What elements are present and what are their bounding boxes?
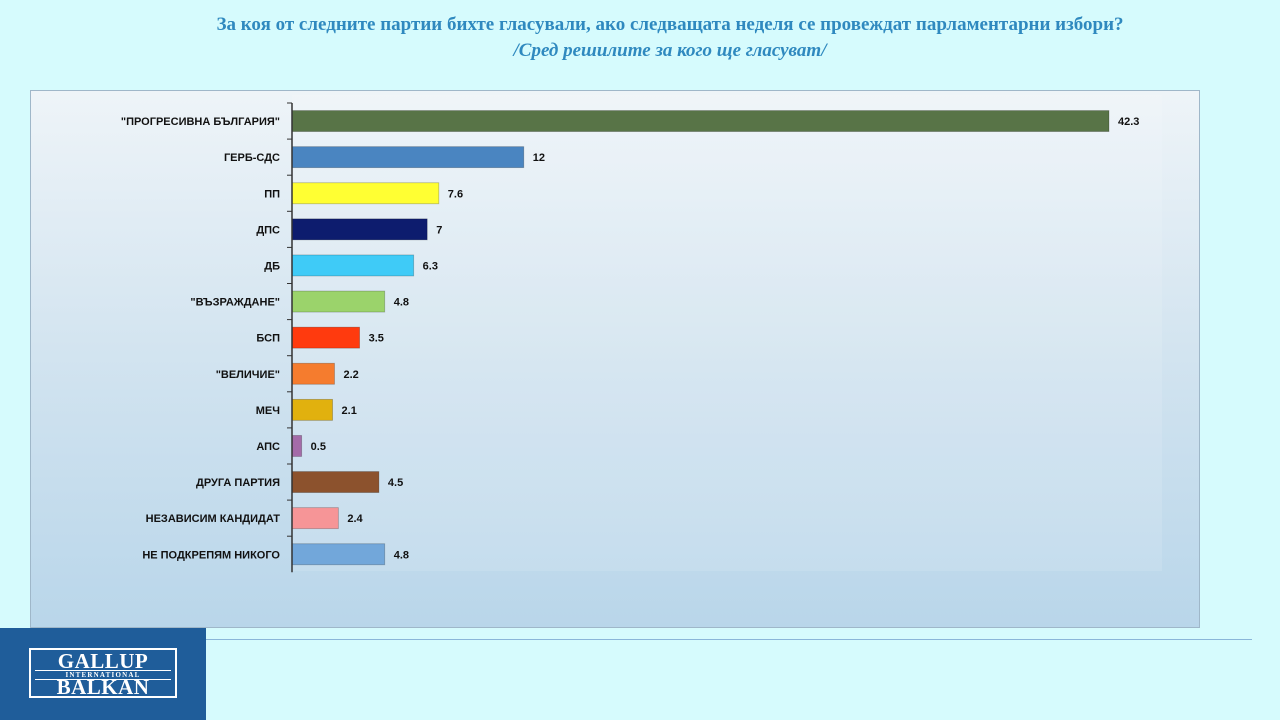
category-label: ДПС xyxy=(256,224,280,236)
data-label: 4.8 xyxy=(394,297,409,309)
chart-area: "ПРОГРЕСИВНА БЪЛГАРИЯ" 42.3 ГЕРБ-СДС 12 ПП 7.… xyxy=(30,90,1200,628)
category-label: "ВЕЛИЧИЕ" xyxy=(216,369,280,381)
category-label: НЕЗАВИСИМ КАНДИДАТ xyxy=(146,513,281,525)
data-label: 4.8 xyxy=(394,549,409,561)
category-label: "ВЪЗРАЖДАНЕ" xyxy=(190,297,280,309)
bar xyxy=(291,254,415,277)
bar xyxy=(291,435,303,457)
plot-area xyxy=(292,95,1162,571)
bar xyxy=(291,110,1110,132)
logo-frame: GALLUP INTERNATIONAL BALKAN xyxy=(29,648,177,698)
gallup-logo: GALLUP INTERNATIONAL BALKAN xyxy=(0,628,206,720)
bar-chart: "ПРОГРЕСИВНА БЪЛГАРИЯ" 42.3 ГЕРБ-СДС 12 ПП 7.… xyxy=(121,95,1162,573)
data-label: 2.4 xyxy=(347,513,363,525)
logo-text-international: INTERNATIONAL xyxy=(35,670,171,680)
data-label: 6.3 xyxy=(423,260,438,272)
bar xyxy=(291,398,333,421)
category-label: НЕ ПОДКРЕПЯМ НИКОГО xyxy=(142,549,280,561)
category-label: БСП xyxy=(256,333,280,345)
bar xyxy=(291,326,361,349)
bar xyxy=(291,362,335,385)
category-label: АПС xyxy=(256,441,280,453)
data-label: 4.5 xyxy=(388,477,403,489)
data-label: 7 xyxy=(436,224,442,236)
logo-text-gallup: GALLUP xyxy=(57,649,149,673)
category-label: ДБ xyxy=(264,260,280,272)
data-label: 12 xyxy=(533,152,545,164)
category-label: МЕЧ xyxy=(256,405,280,417)
data-label: 42.3 xyxy=(1118,116,1139,128)
bar xyxy=(291,543,386,566)
chart-title: За коя от следните партии бихте гласувал… xyxy=(216,14,1124,35)
category-label: ГЕРБ-СДС xyxy=(224,152,280,164)
data-label: 7.6 xyxy=(448,188,463,200)
data-label: 3.5 xyxy=(369,333,384,345)
bar xyxy=(291,471,380,493)
chart-subtitle: /Сред решилите за кого ще гласуват/ xyxy=(513,40,827,61)
category-label: ДРУГА ПАРТИЯ xyxy=(196,477,280,489)
bar xyxy=(291,218,428,241)
logo-text-balkan: BALKAN xyxy=(56,675,150,699)
bar xyxy=(291,182,440,205)
bar xyxy=(291,290,386,313)
bar xyxy=(291,146,525,169)
footer-divider xyxy=(0,639,1252,640)
category-label: "ПРОГРЕСИВНА БЪЛГАРИЯ" xyxy=(121,116,280,128)
bar xyxy=(291,507,339,530)
data-label: 2.1 xyxy=(342,405,357,417)
data-label: 0.5 xyxy=(311,441,326,453)
category-label: ПП xyxy=(264,188,280,200)
data-label: 2.2 xyxy=(343,369,358,381)
